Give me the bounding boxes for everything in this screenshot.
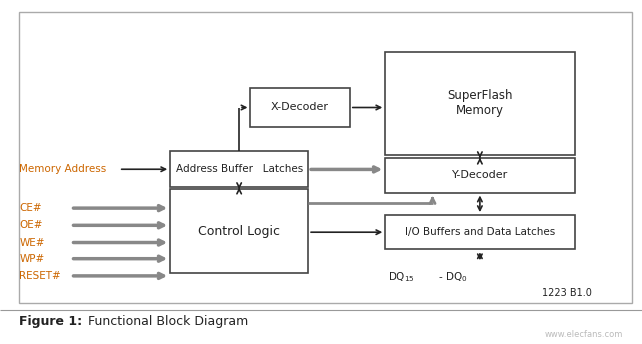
Bar — [385, 215, 575, 249]
Bar — [170, 151, 308, 187]
Text: WE#: WE# — [19, 237, 45, 248]
Text: Y-Decoder: Y-Decoder — [452, 170, 508, 181]
Bar — [250, 88, 350, 127]
Bar — [19, 12, 632, 303]
Text: www.elecfans.com: www.elecfans.com — [544, 330, 623, 339]
Text: Address Buffer   Latches: Address Buffer Latches — [175, 164, 303, 174]
Text: RESET#: RESET# — [19, 271, 61, 281]
Text: Functional Block Diagram: Functional Block Diagram — [80, 315, 248, 328]
Text: - DQ$_{0}$: - DQ$_{0}$ — [435, 270, 467, 284]
Bar — [385, 158, 575, 193]
Text: X-Decoder: X-Decoder — [271, 103, 329, 112]
Text: CE#: CE# — [19, 203, 42, 213]
Text: I/O Buffers and Data Latches: I/O Buffers and Data Latches — [404, 227, 555, 237]
Text: OE#: OE# — [19, 220, 43, 230]
Bar — [170, 189, 308, 273]
Text: 1223 B1.0: 1223 B1.0 — [542, 288, 593, 298]
Text: Figure 1:: Figure 1: — [19, 315, 82, 328]
Text: Memory Address: Memory Address — [19, 164, 107, 174]
Text: WP#: WP# — [19, 254, 44, 264]
Text: DQ$_{15}$: DQ$_{15}$ — [388, 270, 415, 284]
Bar — [385, 52, 575, 155]
Text: Control Logic: Control Logic — [198, 225, 280, 238]
Text: SuperFlash
Memory: SuperFlash Memory — [447, 89, 513, 117]
